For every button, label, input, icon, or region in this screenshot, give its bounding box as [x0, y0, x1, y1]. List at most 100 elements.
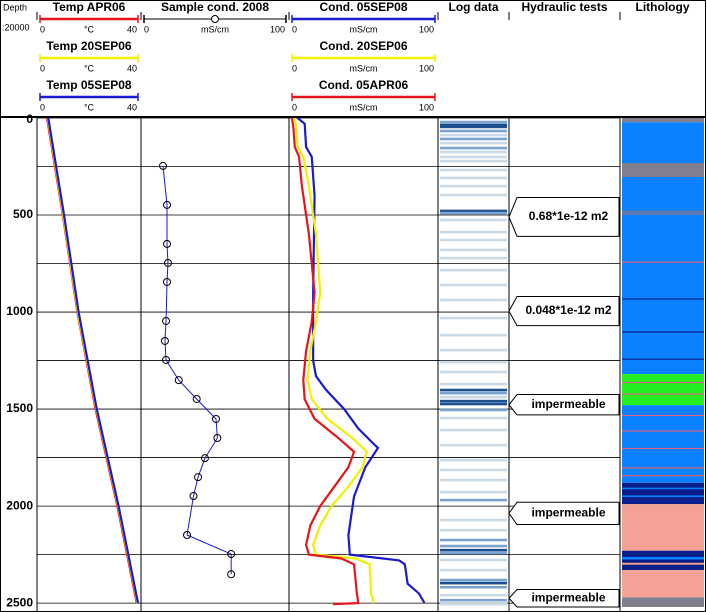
sample-point: [194, 473, 203, 482]
sample-point: [162, 316, 171, 325]
litho-interval: [622, 475, 704, 477]
log-band: [440, 458, 507, 462]
scale-unit: °C: [84, 102, 95, 112]
log-band: [440, 238, 507, 242]
litho-interval: [622, 414, 704, 417]
log-band: [440, 382, 507, 386]
scale-min: 0: [292, 63, 297, 73]
litho-interval: [622, 556, 704, 560]
sample-point: [212, 414, 220, 423]
test-label: 0.048*1e-12 m2: [525, 303, 611, 317]
sample-point: [174, 376, 183, 385]
log-band: [440, 598, 507, 602]
sample-point: [163, 200, 172, 209]
series-title: Cond. 20SEP06: [319, 39, 407, 53]
log-band: [440, 155, 507, 159]
log-band: [440, 120, 507, 124]
scale-max: 100: [419, 63, 434, 73]
litho-interval: [622, 118, 704, 123]
legend-marker: [211, 15, 219, 23]
litho-interval: [622, 430, 704, 432]
litho-interval: [622, 393, 704, 395]
log-band: [440, 388, 507, 392]
litho-interval: [622, 374, 704, 406]
litho-interval: [622, 597, 704, 607]
log-band: [440, 585, 507, 589]
scale-max: 100: [270, 24, 285, 34]
test-label: impermeable: [531, 506, 605, 520]
litho-interval: [622, 405, 704, 483]
log-band: [440, 133, 507, 137]
scale-unit: °C: [84, 24, 95, 34]
log-band: [440, 370, 507, 374]
curve: [296, 117, 426, 604]
sample-point: [192, 394, 201, 403]
log-band: [440, 141, 507, 145]
scale-min: 0: [40, 24, 45, 34]
track-title: Hydraulic tests: [521, 0, 607, 14]
scale-unit: mS/cm: [201, 24, 229, 34]
log-band: [440, 360, 507, 364]
log-band: [440, 268, 507, 272]
sample-point: [163, 258, 172, 267]
log-band: [440, 395, 507, 399]
log-band: [440, 602, 507, 606]
litho-interval: [622, 562, 704, 565]
log-band: [440, 209, 507, 213]
track-title: Log data: [449, 0, 499, 14]
test-callout: [508, 501, 620, 526]
log-band: [440, 548, 507, 552]
depth-scale: :20000: [2, 22, 30, 32]
scale-max: 100: [419, 102, 434, 112]
sample-point: [213, 433, 222, 442]
litho-interval: [622, 570, 704, 598]
log-band: [440, 123, 507, 127]
scale-max: 40: [127, 63, 137, 73]
log-band: [440, 518, 507, 522]
sample-point: [159, 161, 168, 170]
log-band: [440, 528, 507, 532]
depth-label: 0: [26, 112, 33, 126]
depth-label: 2500: [6, 595, 33, 609]
test-callout: [508, 197, 620, 237]
sample-point: [189, 492, 198, 501]
log-band: [440, 129, 507, 133]
sample-point: [227, 550, 236, 559]
log-band: [440, 230, 507, 234]
log-band: [440, 256, 507, 260]
test-label: impermeable: [531, 590, 605, 604]
log-band: [440, 168, 507, 172]
sample-point: [163, 277, 172, 286]
sample-point: [183, 531, 192, 540]
depth-title: Depth: [3, 2, 27, 12]
log-band: [440, 399, 507, 403]
log-band: [440, 581, 507, 585]
test-callout: [508, 296, 620, 327]
litho-interval: [622, 550, 704, 571]
curve: [47, 117, 140, 604]
log-band: [440, 578, 507, 582]
log-band: [440, 137, 507, 141]
series-title: Temp APR06: [53, 0, 126, 14]
scale-unit: mS/cm: [350, 102, 378, 112]
depth-label: 1000: [6, 304, 33, 318]
log-band: [440, 248, 507, 252]
series-title: Temp 20SEP06: [46, 39, 131, 53]
litho-interval: [622, 210, 704, 216]
log-band: [440, 443, 507, 447]
curve: [290, 117, 360, 606]
scale-unit: mS/cm: [350, 24, 378, 34]
test-callout: [508, 589, 620, 608]
log-band: [440, 490, 507, 494]
log-band: [440, 176, 507, 180]
log-band: [440, 218, 507, 222]
litho-interval: [622, 495, 704, 497]
litho-interval: [622, 163, 704, 177]
log-band: [440, 391, 507, 395]
log-band: [440, 428, 507, 432]
log-band: [440, 211, 507, 215]
scale-min: 0: [292, 24, 297, 34]
scale-min: 0: [40, 63, 45, 73]
log-band: [440, 498, 507, 502]
